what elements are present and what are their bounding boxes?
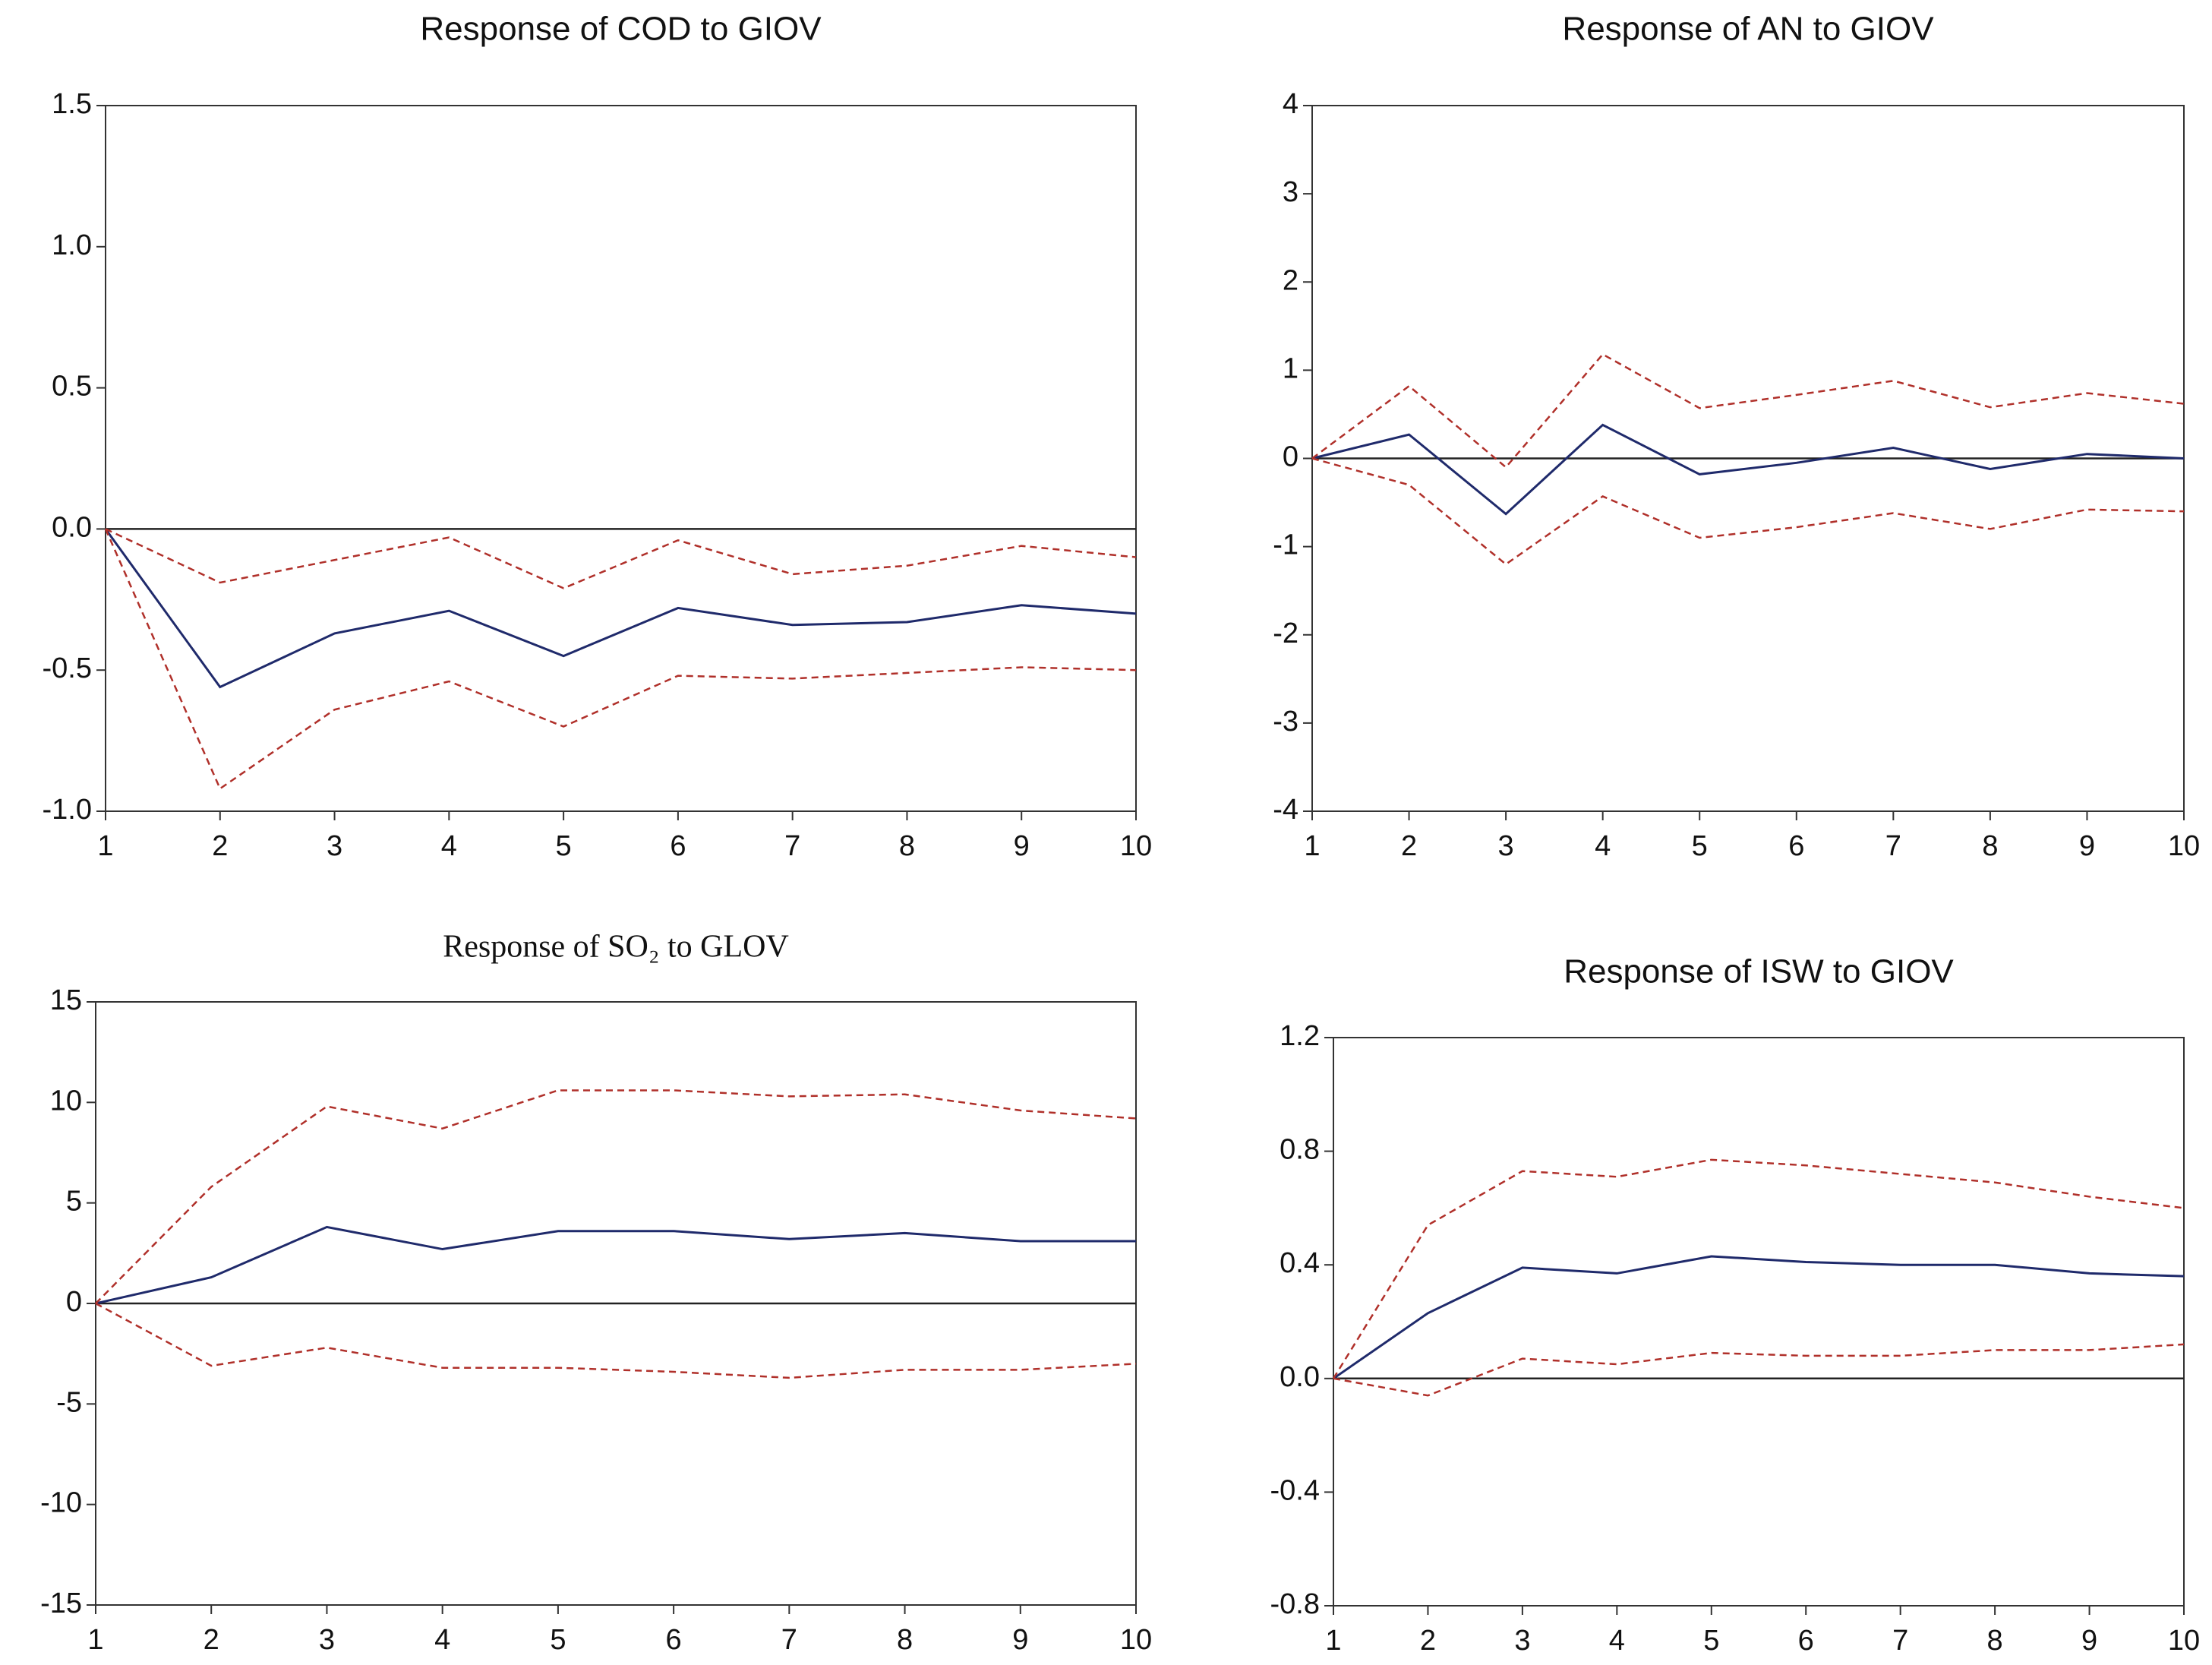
y-tick-label: 0.0	[1280, 1361, 1320, 1393]
chart-title: Response of COD to GIOV	[420, 11, 822, 48]
response-line	[1311, 423, 2185, 516]
y-tick-label: -0.8	[1270, 1588, 1320, 1620]
x-tick-label: 1	[97, 830, 113, 862]
y-tick-label: 3	[1283, 176, 1298, 208]
x-tick-label: 3	[327, 830, 342, 862]
chart-title: Response of SO₂ to GLOV	[443, 930, 789, 965]
y-tick-label: -1	[1273, 529, 1298, 561]
x-tick-label: 4	[1609, 1625, 1625, 1657]
x-tick-label: 1	[87, 1624, 103, 1656]
x-tick-label: 10	[1120, 830, 1152, 862]
y-tick-label: 15	[50, 984, 82, 1016]
y-tick-label: -2	[1273, 618, 1298, 649]
y-tick-label: -3	[1273, 706, 1298, 738]
confidence-band	[1332, 1158, 2185, 1379]
x-tick-label: 8	[1987, 1625, 2003, 1657]
y-tick-label: 0.0	[52, 511, 92, 543]
x-tick-label: 9	[1012, 1624, 1028, 1656]
x-tick-label: 4	[441, 830, 457, 862]
x-tick-label: 7	[1892, 1625, 1908, 1657]
response-line	[1333, 1255, 2185, 1380]
y-tick-label: 2	[1283, 264, 1298, 296]
chart-title: Response of AN to GIOV	[1562, 11, 1934, 48]
x-tick-label: 9	[2079, 830, 2095, 862]
y-tick-label: 0.8	[1280, 1134, 1320, 1166]
x-tick-label: 6	[670, 830, 686, 862]
confidence-band	[1311, 457, 2185, 566]
y-tick-label: -10	[40, 1487, 82, 1519]
confidence-band	[1311, 352, 2185, 469]
y-tick-label: 0.5	[52, 371, 92, 403]
x-tick-label: 7	[781, 1624, 797, 1656]
y-tick-label: -5	[56, 1386, 82, 1418]
plot-frame	[1333, 1037, 2185, 1607]
y-tick-label: -15	[40, 1588, 82, 1619]
x-tick-label: 5	[1692, 830, 1708, 862]
x-tick-label: 6	[1788, 830, 1804, 862]
y-tick-label: 10	[50, 1085, 82, 1117]
y-tick-label: 1.2	[1280, 1020, 1320, 1052]
chart-title: Response of ISW to GIOV	[1564, 953, 1954, 990]
x-tick-label: 1	[1325, 1625, 1341, 1657]
response-line	[104, 528, 1137, 689]
x-tick-label: 2	[212, 830, 228, 862]
y-tick-label: -0.4	[1270, 1474, 1320, 1506]
y-tick-label: 1.5	[52, 88, 92, 120]
x-tick-label: 3	[1498, 830, 1514, 862]
x-tick-label: 3	[319, 1624, 335, 1656]
x-tick-label: 6	[1798, 1625, 1814, 1657]
x-tick-label: 4	[1595, 830, 1611, 862]
x-tick-label: 10	[2168, 1625, 2200, 1657]
y-tick-label: 0.4	[1280, 1247, 1320, 1279]
x-tick-label: 1	[1304, 830, 1320, 862]
x-tick-label: 2	[204, 1624, 219, 1656]
y-tick-label: -1.0	[43, 794, 92, 826]
x-tick-label: 9	[2081, 1625, 2097, 1657]
x-tick-label: 8	[1982, 830, 1998, 862]
confidence-band	[95, 1302, 1137, 1379]
x-tick-label: 7	[784, 830, 800, 862]
plot-frame	[105, 105, 1137, 812]
x-tick-label: 6	[666, 1624, 682, 1656]
y-tick-label: 1.0	[52, 229, 92, 261]
x-tick-label: 10	[2168, 830, 2200, 862]
confidence-band	[105, 528, 1137, 589]
x-tick-label: 5	[556, 830, 572, 862]
x-tick-label: 2	[1401, 830, 1417, 862]
x-tick-label: 9	[1014, 830, 1030, 862]
x-tick-label: 4	[434, 1624, 450, 1656]
x-tick-label: 10	[1120, 1624, 1152, 1656]
confidence-band	[104, 528, 1137, 791]
x-tick-label: 7	[1885, 830, 1901, 862]
confidence-band	[1333, 1343, 2185, 1397]
y-tick-label: 0	[66, 1286, 82, 1318]
x-tick-label: 5	[1703, 1625, 1719, 1657]
y-tick-label: 0	[1283, 441, 1298, 473]
response-line	[95, 1225, 1136, 1305]
x-tick-label: 2	[1420, 1625, 1436, 1657]
y-tick-label: 5	[66, 1186, 82, 1218]
y-tick-label: -4	[1273, 794, 1298, 826]
y-tick-label: -0.5	[43, 652, 92, 684]
y-tick-label: 1	[1283, 352, 1298, 384]
x-tick-label: 8	[899, 830, 915, 862]
x-tick-label: 8	[897, 1624, 913, 1656]
y-tick-label: 4	[1283, 88, 1298, 120]
x-tick-label: 5	[550, 1624, 566, 1656]
confidence-band	[95, 1089, 1137, 1304]
x-tick-label: 3	[1514, 1625, 1530, 1657]
